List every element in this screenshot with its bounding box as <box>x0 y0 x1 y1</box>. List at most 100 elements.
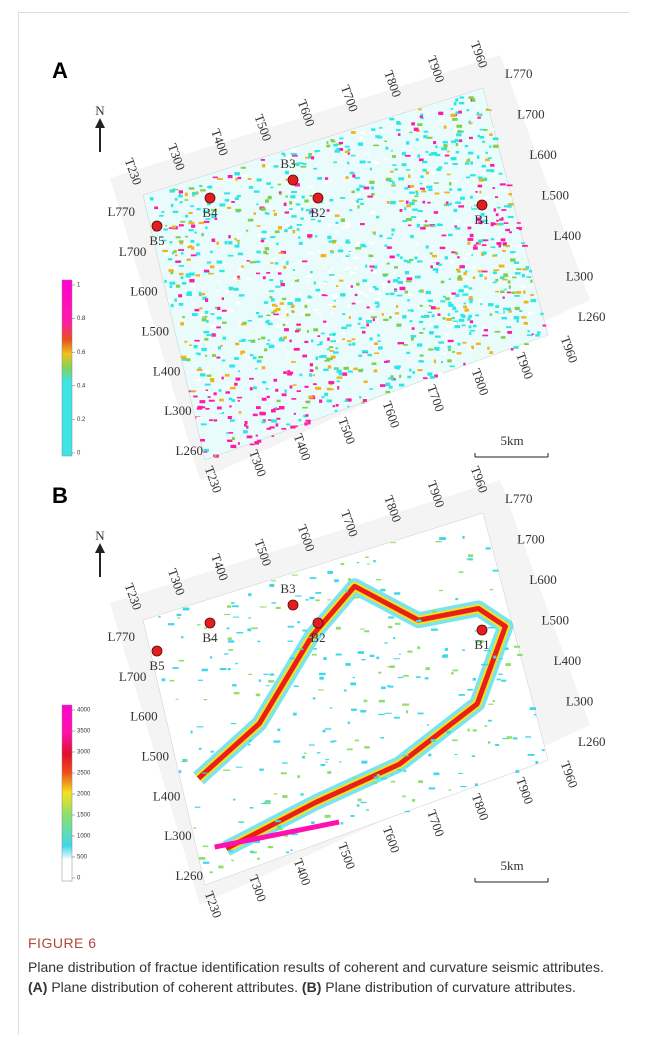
texture <box>298 419 301 421</box>
texture <box>367 196 373 198</box>
texture <box>488 720 492 722</box>
texture <box>158 616 161 617</box>
texture <box>495 744 499 746</box>
texture <box>376 579 381 580</box>
texture <box>365 282 370 284</box>
texture <box>241 266 244 268</box>
texture <box>493 137 498 140</box>
page: T230T300T400T500T600T700T800T900T960T230… <box>0 0 646 1045</box>
texture <box>349 209 352 211</box>
bottom-label: T800 <box>469 367 492 398</box>
texture <box>459 139 462 142</box>
texture <box>390 293 395 296</box>
texture <box>455 294 459 297</box>
colorbar-label: 2000 <box>77 792 91 798</box>
texture <box>506 326 511 328</box>
bottom-label: T900 <box>513 350 536 381</box>
texture <box>369 388 372 390</box>
texture <box>438 112 443 115</box>
texture <box>468 729 470 732</box>
caption-text: Plane distribution of fractue identifica… <box>28 959 604 975</box>
colorbar-label: 1500 <box>77 813 91 819</box>
texture <box>257 858 260 860</box>
texture <box>307 401 311 404</box>
texture <box>290 657 295 659</box>
texture <box>467 242 470 245</box>
texture <box>201 348 206 351</box>
caption-b-text: Plane distribution of curvature attribut… <box>325 979 576 995</box>
texture <box>371 186 374 189</box>
texture <box>395 312 399 314</box>
texture <box>191 254 197 256</box>
left-label: L500 <box>142 748 169 763</box>
texture <box>330 340 336 342</box>
panel-letter: B <box>52 483 68 508</box>
texture <box>451 108 453 110</box>
texture <box>456 143 458 146</box>
texture <box>343 332 345 334</box>
texture <box>345 663 350 666</box>
texture <box>201 423 207 425</box>
texture <box>214 392 217 395</box>
texture <box>373 782 377 784</box>
texture <box>345 222 351 225</box>
texture <box>506 308 511 311</box>
texture <box>336 340 340 343</box>
left-label: L300 <box>164 828 191 843</box>
colorbar-label: 1 <box>77 283 81 289</box>
texture <box>225 199 229 201</box>
texture <box>257 360 262 363</box>
texture <box>422 201 425 204</box>
texture <box>376 657 379 660</box>
colorbar-label: 3500 <box>77 729 91 735</box>
texture <box>516 291 521 294</box>
texture <box>424 224 429 227</box>
left-label: L600 <box>130 284 157 299</box>
texture <box>472 206 476 208</box>
texture <box>449 278 451 280</box>
texture <box>472 755 475 757</box>
texture <box>332 242 336 244</box>
texture <box>171 304 174 307</box>
texture <box>498 674 502 675</box>
texture <box>325 728 332 729</box>
left-label: L260 <box>176 868 203 883</box>
texture <box>370 242 375 244</box>
texture <box>175 198 178 201</box>
texture <box>336 654 342 656</box>
texture <box>427 724 429 725</box>
texture <box>279 406 285 409</box>
texture <box>280 337 282 340</box>
left-label: L770 <box>108 629 135 644</box>
texture <box>196 417 201 419</box>
texture <box>417 123 422 126</box>
texture <box>378 340 381 342</box>
texture <box>250 807 254 809</box>
texture <box>248 178 252 180</box>
texture <box>477 112 479 115</box>
left-label: L700 <box>119 669 146 684</box>
texture <box>484 196 489 199</box>
texture <box>444 654 448 656</box>
texture <box>274 793 277 794</box>
texture <box>330 741 334 743</box>
texture <box>516 268 521 270</box>
texture <box>275 820 281 822</box>
texture <box>418 108 422 110</box>
texture <box>259 679 261 681</box>
texture <box>186 273 190 276</box>
texture <box>426 245 429 248</box>
texture <box>294 348 300 351</box>
texture <box>453 322 457 325</box>
texture <box>379 235 382 238</box>
texture <box>493 700 495 702</box>
texture <box>477 188 479 191</box>
texture <box>515 307 520 310</box>
texture <box>430 376 435 379</box>
texture <box>478 270 483 272</box>
texture <box>465 145 468 147</box>
texture <box>255 368 257 370</box>
texture <box>425 151 428 153</box>
right-label: L770 <box>505 66 532 81</box>
texture <box>189 279 194 282</box>
